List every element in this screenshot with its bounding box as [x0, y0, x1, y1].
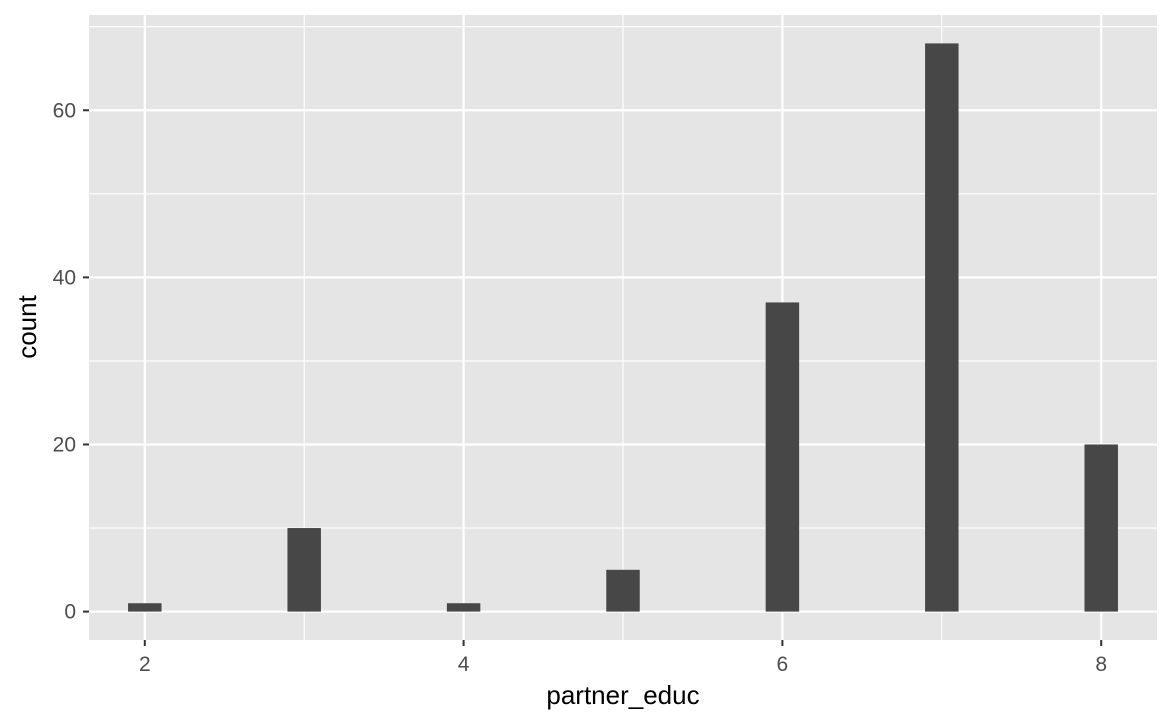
histogram-bar — [446, 603, 481, 612]
x-axis-title: partner_educ — [546, 680, 699, 710]
x-tick-label: 8 — [1095, 653, 1107, 676]
histogram-bar — [128, 603, 162, 612]
x-axis: 2 4 6 8 — [139, 640, 1107, 676]
y-axis: 0 20 40 60 — [53, 99, 89, 624]
x-tick-label: 4 — [458, 653, 470, 676]
histogram-bar — [925, 43, 959, 612]
y-tick-label: 0 — [64, 601, 76, 624]
y-axis-title: count — [12, 294, 42, 358]
bars — [128, 43, 1118, 612]
histogram-bar — [287, 528, 321, 612]
histogram-bar — [606, 569, 640, 612]
y-tick-label: 40 — [53, 266, 76, 289]
histogram-bar — [765, 302, 800, 612]
y-tick-label: 60 — [53, 99, 76, 122]
x-tick-label: 6 — [777, 653, 789, 676]
y-tick-label: 20 — [53, 433, 76, 456]
x-tick-label: 2 — [139, 653, 151, 676]
histogram-bar — [1084, 444, 1118, 612]
